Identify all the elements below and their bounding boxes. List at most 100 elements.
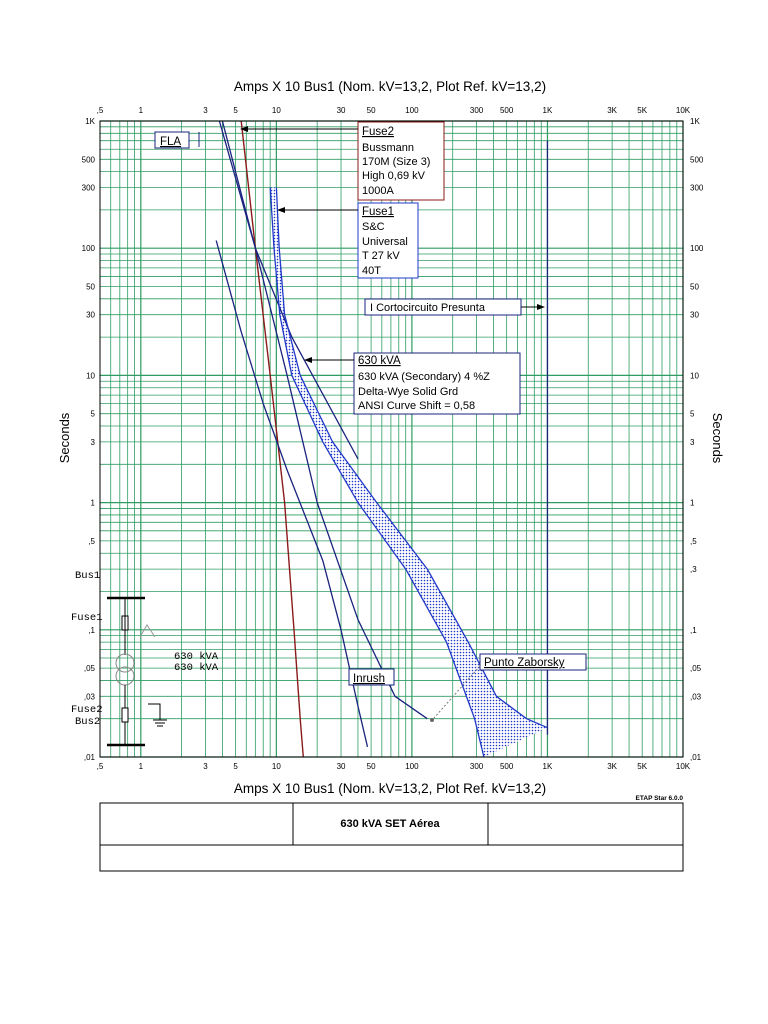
svg-text:High 0,69 kV: High 0,69 kV bbox=[362, 170, 426, 182]
y-tick-label-left: 500 bbox=[82, 155, 96, 164]
y-tick-label-left: 10 bbox=[86, 371, 95, 380]
curves bbox=[215, 120, 549, 758]
y-tick-label-right: ,03 bbox=[690, 692, 702, 701]
x-tick-label-top: 50 bbox=[367, 106, 376, 115]
x-tick-label-top: 3 bbox=[203, 106, 208, 115]
x-tick-label-top: 10 bbox=[272, 106, 281, 115]
y-tick-label-left: 3 bbox=[91, 438, 96, 447]
fuse1-label: Fuse1 bbox=[71, 612, 103, 624]
plot-frame bbox=[99, 120, 684, 758]
svg-text:Fuse1: Fuse1 bbox=[362, 206, 394, 218]
svg-text:Inrush: Inrush bbox=[353, 673, 385, 685]
y-tick-label-right: 500 bbox=[690, 155, 704, 164]
svg-text:40T: 40T bbox=[362, 265, 381, 277]
y-tick-label-left: 1 bbox=[91, 499, 96, 508]
fuse1-max-curve bbox=[275, 187, 548, 729]
fuse2-annotation: Fuse2 Bussmann 170M (Size 3) High 0,69 k… bbox=[240, 121, 445, 201]
x-tick-label-top: 1K bbox=[543, 106, 553, 115]
y-tick-label-right: 30 bbox=[690, 311, 699, 320]
bus1-label: Bus1 bbox=[75, 570, 100, 582]
y-axis-title-left: Seconds bbox=[57, 412, 72, 463]
y-axis-title-right: Seconds bbox=[710, 413, 725, 464]
x-tick-label-top: 300 bbox=[470, 106, 484, 115]
x-tick-label-bottom: 100 bbox=[405, 762, 419, 771]
svg-text:Punto Zaborsky: Punto Zaborsky bbox=[484, 657, 565, 669]
y-tick-label-right: ,01 bbox=[690, 753, 702, 762]
svg-text:S&C: S&C bbox=[362, 221, 385, 233]
inrush-annotation: Inrush bbox=[348, 668, 395, 686]
svg-text:FLA: FLA bbox=[160, 136, 181, 148]
y-tick-label-left: ,03 bbox=[84, 692, 96, 701]
inrush-curve bbox=[221, 120, 428, 720]
tick-labels: ,5 ,5 1 1 3 3 5 5 10 10 30 30 50 50 100 100 300 300 500 500… bbox=[82, 106, 704, 771]
y-tick-label-right: ,5 bbox=[690, 537, 697, 546]
svg-text:ANSI Curve Shift = 0,58: ANSI Curve Shift = 0,58 bbox=[358, 400, 475, 412]
x-tick-label-bottom: 3 bbox=[203, 762, 208, 771]
x-tick-label-bottom: 5K bbox=[637, 762, 647, 771]
x-tick-label-top: 3K bbox=[607, 106, 617, 115]
x-axis-title-bottom: Amps X 10 Bus1 (Nom. kV=13,2, Plot Ref. … bbox=[234, 781, 546, 796]
fla-label: FLA bbox=[154, 131, 200, 149]
software-version: ETAP Star 6.0.0 bbox=[636, 795, 684, 802]
x-tick-label-bottom: 500 bbox=[500, 762, 514, 771]
y-tick-label-left: ,5 bbox=[88, 537, 95, 546]
y-tick-label-right: 50 bbox=[690, 282, 699, 291]
fuse1-min-curve bbox=[269, 187, 485, 758]
fuse2-label: Fuse2 bbox=[71, 704, 103, 716]
y-tick-label-right: 300 bbox=[690, 184, 704, 193]
y-tick-label-left: ,05 bbox=[84, 664, 96, 673]
x-tick-label-bottom: 1 bbox=[139, 762, 144, 771]
zaborsky-annotation: Punto Zaborsky bbox=[430, 653, 587, 722]
x-tick-label-top: 100 bbox=[405, 106, 419, 115]
y-tick-label-left: 300 bbox=[82, 184, 96, 193]
transformer-symbol bbox=[115, 653, 135, 673]
x-tick-label-top: 10K bbox=[676, 106, 691, 115]
transformer-annotation: 630 kVA 630 kVA (Secondary) 4 %Z Delta-W… bbox=[304, 352, 521, 415]
x-tick-label-bottom: 30 bbox=[337, 762, 346, 771]
svg-text:630 kVA (Secondary) 4 %Z: 630 kVA (Secondary) 4 %Z bbox=[358, 371, 490, 383]
x-tick-label-top: 500 bbox=[500, 106, 514, 115]
svg-text:I Cortocircuito Presunta: I Cortocircuito Presunta bbox=[370, 302, 486, 314]
y-tick-label-right: 100 bbox=[690, 244, 704, 253]
x-tick-label-bottom: 3K bbox=[607, 762, 617, 771]
svg-text:Delta-Wye Solid Grd: Delta-Wye Solid Grd bbox=[358, 386, 458, 398]
y-tick-label-right: ,3 bbox=[690, 565, 697, 574]
y-tick-label-right: 10 bbox=[690, 371, 699, 380]
svg-text:Fuse2: Fuse2 bbox=[362, 126, 394, 138]
x-tick-label-bottom: 300 bbox=[470, 762, 484, 771]
svg-text:Universal: Universal bbox=[362, 236, 408, 248]
transformer-label-a: 630 kVA bbox=[174, 651, 219, 663]
x-axis-title-top: Amps X 10 Bus1 (Nom. kV=13,2, Plot Ref. … bbox=[234, 79, 546, 94]
y-tick-label-right: 1 bbox=[690, 499, 695, 508]
x-tick-label-bottom: ,5 bbox=[97, 762, 104, 771]
y-tick-label-right: 3 bbox=[690, 438, 695, 447]
transformer-2-curve bbox=[215, 240, 369, 748]
x-tick-label-top: 5K bbox=[637, 106, 647, 115]
project-title: 630 kVA SET Aérea bbox=[340, 818, 440, 830]
one-line-diagram: Bus1 Fuse1 630 kVA 630 kVA Fuse2 Bus2 bbox=[71, 570, 219, 747]
svg-text:1000A: 1000A bbox=[362, 185, 394, 197]
transformer-1-curve bbox=[218, 120, 359, 460]
y-tick-label-right: 5 bbox=[690, 410, 695, 419]
y-tick-label-right: ,05 bbox=[690, 664, 702, 673]
svg-text:Bussmann: Bussmann bbox=[362, 142, 414, 154]
y-tick-label-left: ,01 bbox=[84, 753, 96, 762]
fuse1-annotation: Fuse1 S&C Universal T 27 kV 40T bbox=[277, 202, 419, 279]
fuse2-symbol bbox=[121, 707, 129, 723]
x-tick-label-top: 5 bbox=[233, 106, 238, 115]
x-tick-label-bottom: 50 bbox=[367, 762, 376, 771]
ground-symbol bbox=[148, 703, 161, 720]
svg-text:T 27 kV: T 27 kV bbox=[362, 250, 400, 262]
x-tick-label-bottom: 10 bbox=[272, 762, 281, 771]
y-tick-label-left: 100 bbox=[82, 244, 96, 253]
y-tick-label-right: ,1 bbox=[690, 626, 697, 635]
short-circuit-annotation: I Cortocircuito Presunta bbox=[364, 298, 545, 316]
x-tick-label-bottom: 5 bbox=[233, 762, 238, 771]
x-tick-label-top: ,5 bbox=[97, 106, 104, 115]
x-tick-label-top: 1 bbox=[139, 106, 144, 115]
y-tick-label-left: 50 bbox=[86, 282, 95, 291]
title-block: ETAP Star 6.0.0 630 kVA SET Aérea bbox=[99, 795, 684, 872]
y-tick-label-left: 30 bbox=[86, 311, 95, 320]
y-tick-label-left: 1K bbox=[85, 117, 95, 126]
